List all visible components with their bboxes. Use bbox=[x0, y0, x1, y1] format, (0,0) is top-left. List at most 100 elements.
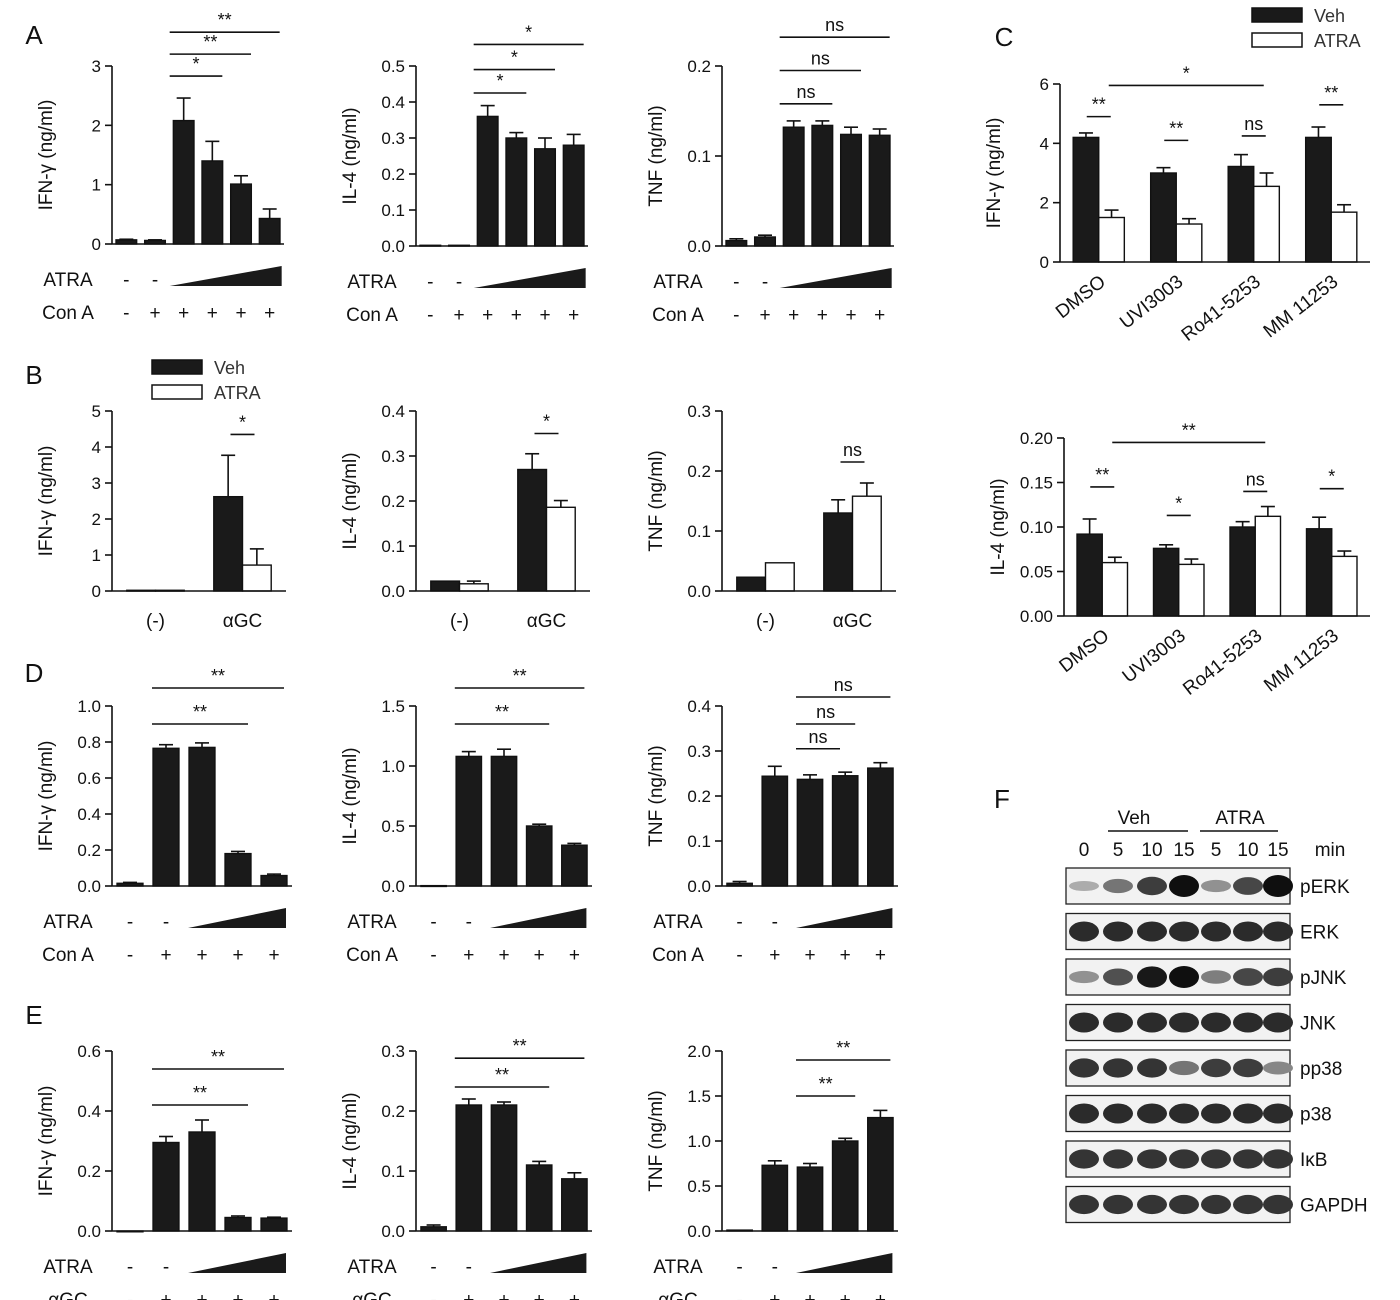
blot-row-p38: p38 bbox=[1065, 1094, 1332, 1133]
chart-d2: 0.0 0.5 1.0 1.5 IL-4 (ng/ml) ATRA - - Con A - + + + +… bbox=[340, 666, 592, 966]
bar bbox=[525, 1164, 553, 1232]
blot-band bbox=[1137, 1058, 1167, 1078]
blot-band bbox=[1169, 1012, 1199, 1033]
blot-band bbox=[1137, 1012, 1167, 1033]
bar bbox=[224, 1216, 252, 1232]
atra-dose-wedge bbox=[473, 268, 586, 288]
chart-e3: 0.0 0.5 1.0 1.5 2.0 TNF (ng/ml) ATRA - - αGC - + + + +… bbox=[646, 1038, 898, 1300]
blot-band bbox=[1201, 1103, 1231, 1124]
significance-label: * bbox=[525, 22, 532, 42]
bar bbox=[1305, 528, 1333, 617]
y-tick-label: 1.5 bbox=[687, 1087, 711, 1106]
y-tick-label: 0.3 bbox=[687, 742, 711, 761]
condition-mark: - bbox=[430, 912, 436, 933]
y-axis-label: IFN-γ (ng/ml) bbox=[36, 1086, 57, 1197]
legend-swatch-veh bbox=[1251, 7, 1303, 23]
blot-band bbox=[1201, 1194, 1231, 1215]
condition-mark: + bbox=[845, 305, 856, 326]
y-axis-label: TNF (ng/ml) bbox=[646, 450, 667, 551]
bar bbox=[1330, 211, 1358, 263]
significance-label: ns bbox=[1244, 114, 1263, 134]
bar bbox=[188, 746, 216, 887]
atra-dose-wedge bbox=[779, 268, 892, 288]
y-tick-label: 3 bbox=[92, 474, 101, 493]
bar bbox=[505, 137, 528, 247]
blot-band bbox=[1263, 875, 1293, 897]
chart-d3: 0.0 0.1 0.2 0.3 0.4 TNF (ng/ml) ATRA - - Con A - + +… bbox=[646, 675, 898, 966]
significance-label: ** bbox=[513, 666, 527, 686]
bar bbox=[736, 576, 767, 592]
legend-c: Veh ATRA bbox=[1251, 6, 1361, 51]
blot-band bbox=[1103, 968, 1133, 986]
significance-label: ns bbox=[811, 49, 830, 69]
condition-mark: + bbox=[160, 945, 171, 966]
blot-band bbox=[1201, 921, 1231, 942]
significance-label: ** bbox=[1182, 420, 1196, 440]
condition-mark: + bbox=[875, 945, 886, 966]
significance-label: ** bbox=[211, 1047, 225, 1067]
blot-band bbox=[1263, 1194, 1293, 1215]
panel-letter-a: A bbox=[25, 20, 43, 50]
category-label: αGC bbox=[527, 611, 566, 632]
y-axis-label: TNF (ng/ml) bbox=[646, 105, 667, 206]
condition-mark: - bbox=[736, 1290, 742, 1300]
blot-band bbox=[1103, 1194, 1133, 1215]
panel-letter-b: B bbox=[25, 360, 42, 390]
y-axis-label: IFN-γ (ng/ml) bbox=[36, 100, 57, 211]
bar bbox=[455, 1104, 483, 1232]
condition-mark: + bbox=[569, 1290, 580, 1300]
blot-band bbox=[1103, 878, 1133, 894]
condition-mark: + bbox=[463, 1290, 474, 1300]
y-tick-label: 0.5 bbox=[687, 1177, 711, 1196]
blot-row-erk: ERK bbox=[1065, 912, 1339, 951]
condition-mark: + bbox=[268, 945, 279, 966]
condition-mark: + bbox=[874, 305, 885, 326]
y-tick-label: 0.2 bbox=[687, 787, 711, 806]
condition-mark: + bbox=[232, 1290, 243, 1300]
blot-band bbox=[1201, 970, 1231, 984]
panel-letter-c: C bbox=[995, 22, 1014, 52]
bar bbox=[782, 126, 805, 247]
bar bbox=[152, 747, 180, 887]
bar bbox=[1101, 561, 1129, 617]
category-label: MM 11253 bbox=[1260, 271, 1343, 342]
y-axis-label: IFN-γ (ng/ml) bbox=[984, 118, 1005, 229]
y-tick-label: 0.2 bbox=[687, 462, 711, 481]
blot-row-label: pJNK bbox=[1300, 968, 1347, 989]
blot-row-label: pp38 bbox=[1300, 1059, 1342, 1080]
condition-mark: - bbox=[466, 912, 472, 933]
condition-mark: + bbox=[569, 945, 580, 966]
significance-label: ** bbox=[218, 10, 232, 30]
bar bbox=[839, 133, 863, 247]
y-tick-label: 0.10 bbox=[1020, 518, 1053, 537]
category-label: (-) bbox=[146, 611, 165, 632]
legend-swatch-atra bbox=[151, 384, 203, 400]
blot-row-perk: pERK bbox=[1065, 867, 1350, 905]
condition-mark: - bbox=[733, 272, 739, 293]
blot-band bbox=[1233, 921, 1263, 942]
western-blot: Veh ATRA 0 5 10 15 5 10 15 min pERK ERK pJNK JNK pp38 p… bbox=[1065, 808, 1368, 1224]
y-tick-label: 5 bbox=[92, 402, 101, 421]
bar bbox=[213, 495, 244, 592]
condition-mark: + bbox=[769, 1290, 780, 1300]
y-tick-label: 4 bbox=[92, 438, 101, 457]
condition-mark: - bbox=[772, 912, 778, 933]
bar bbox=[831, 1140, 859, 1232]
lane-label: 5 bbox=[1113, 840, 1124, 861]
condition-label: ATRA bbox=[43, 270, 93, 291]
legend-label-veh: Veh bbox=[1314, 6, 1345, 26]
blot-band bbox=[1137, 1149, 1167, 1169]
y-tick-label: 1.0 bbox=[381, 757, 405, 776]
group-label-veh: Veh bbox=[1118, 808, 1151, 829]
bar bbox=[260, 1217, 288, 1232]
y-tick-label: 0.6 bbox=[77, 1042, 101, 1061]
bar bbox=[831, 775, 859, 887]
bar bbox=[525, 825, 553, 887]
y-tick-label: 0 bbox=[92, 235, 101, 254]
atra-dose-wedge bbox=[796, 1253, 893, 1273]
significance-label: ** bbox=[1324, 83, 1338, 103]
category-label: αGC bbox=[223, 611, 262, 632]
y-axis-label: IL-4 (ng/ml) bbox=[340, 452, 361, 549]
blot-row-label: pERK bbox=[1300, 877, 1350, 898]
